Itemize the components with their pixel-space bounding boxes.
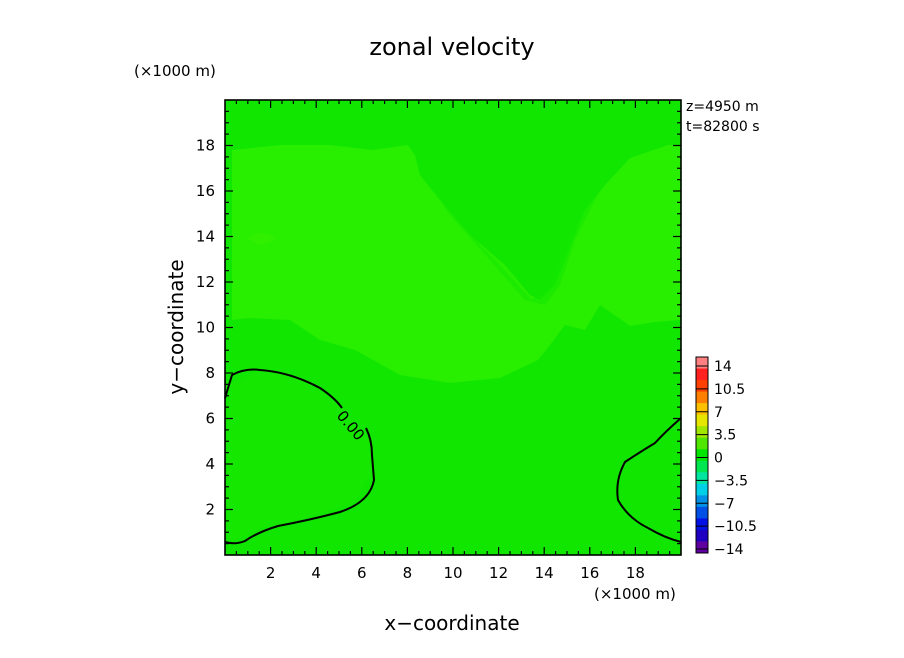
colorbar-frame	[695, 356, 709, 554]
colorbar-swatch	[696, 460, 708, 473]
y-tick-label: 10	[196, 319, 215, 337]
plot-field: 0.00	[224, 99, 682, 556]
colorbar-swatch	[696, 357, 708, 370]
x-tick-label: 6	[357, 564, 367, 582]
y-tick-label: 4	[205, 455, 215, 473]
y-tick-label: 2	[205, 501, 215, 519]
zero-contour-right	[616, 417, 682, 543]
x-tick-label: 8	[403, 564, 413, 582]
colorbar-swatch	[696, 426, 708, 439]
colorbar-label: 10.5	[714, 382, 745, 398]
y-axis-ticks: 2 4 6 8 10 12 14 16 18	[196, 137, 215, 519]
colorbar-label: −14	[714, 542, 744, 558]
y-tick-label: 16	[196, 182, 215, 200]
y-tick-label: 12	[196, 273, 215, 291]
chart-title: zonal velocity	[369, 33, 534, 61]
colorbar-swatch	[696, 368, 708, 381]
info-t: t=82800 s	[686, 119, 760, 135]
x-axis-label: x−coordinate	[384, 611, 519, 635]
x-axis-ticks: 2 4 6 8 10 12 14 16 18	[266, 564, 645, 582]
x-tick-label: 16	[580, 564, 599, 582]
x-tick-label: 10	[443, 564, 462, 582]
x-tick-label: 12	[489, 564, 508, 582]
y-tick-label: 8	[205, 364, 215, 382]
colorbar-swatch	[696, 437, 708, 450]
y-axis-label: y−coordinate	[164, 259, 188, 394]
colorbar-label: 14	[714, 359, 732, 375]
x-unit-label: (×1000 m)	[594, 585, 676, 603]
y-tick-label: 14	[196, 228, 215, 246]
y-tick-label: 18	[196, 137, 215, 155]
y-unit-label: (×1000 m)	[134, 62, 216, 80]
zero-contour-left	[224, 368, 343, 409]
field-lower-patch	[228, 370, 372, 540]
colorbar-label: 0	[714, 451, 723, 467]
colorbar-swatch	[696, 380, 708, 393]
colorbar-swatch	[696, 518, 708, 531]
colorbar-swatch	[696, 529, 708, 542]
colorbar-label: −7	[714, 496, 735, 512]
colorbar-label: 3.5	[714, 428, 736, 444]
field-upper-band	[232, 145, 680, 383]
colorbar-label: −10.5	[714, 519, 757, 535]
colorbar-swatch	[696, 483, 708, 496]
field-upper-highlight	[248, 233, 276, 244]
x-tick-label: 14	[535, 564, 554, 582]
colorbar-label: 7	[714, 405, 723, 421]
y-tick-label: 6	[205, 410, 215, 428]
colorbar-swatch	[696, 449, 708, 462]
colorbar-label: −3.5	[714, 473, 748, 489]
colorbar-swatch	[696, 403, 708, 416]
minor-ticks	[225, 100, 681, 555]
colorbar-swatch	[696, 414, 708, 427]
colorbar-swatch	[696, 472, 708, 485]
colorbar: 14 10.5 7 3.5 0 −3.5 −7 −10.5 −14	[695, 356, 757, 558]
colorbar-swatch	[696, 506, 708, 519]
colorbar-swatch	[696, 391, 708, 404]
colorbar-swatch	[696, 495, 708, 508]
zero-contour-left-lower	[224, 427, 376, 545]
x-tick-label: 4	[311, 564, 321, 582]
colorbar-swatch	[696, 541, 708, 554]
x-tick-label: 2	[266, 564, 276, 582]
x-tick-label: 18	[626, 564, 645, 582]
info-z: z=4950 m	[686, 99, 759, 115]
field-central-patch	[420, 170, 600, 305]
